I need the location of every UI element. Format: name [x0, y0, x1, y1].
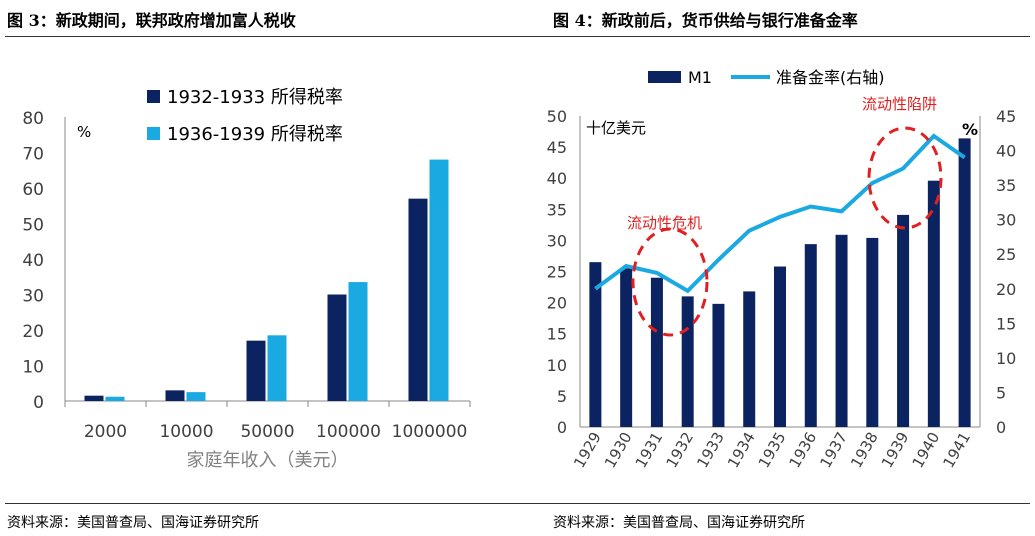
- right-y-tick-label: 30: [996, 211, 1016, 230]
- x-tick-label: 1931: [632, 429, 667, 471]
- m1-bar-1938: [866, 237, 879, 427]
- right-y-tick-label: 5: [996, 383, 1006, 402]
- right-y-tick-label: 35: [996, 176, 1016, 195]
- legend-swatch-1: [147, 127, 160, 140]
- right-figure-title: 图 4：新政前后，货币供给与银行准备金率: [553, 11, 858, 30]
- right-source-note: 资料来源：美国普查局、国海证券研究所: [553, 515, 805, 531]
- legend-label-1: 1936-1939 所得税率: [167, 124, 343, 145]
- x-tick-label: 10000: [159, 422, 213, 442]
- y-tick-label: 70: [22, 145, 44, 165]
- m1-bar-1935: [774, 266, 786, 427]
- y-tick-label: 80: [22, 109, 44, 129]
- left-y-tick-label: 25: [547, 263, 567, 282]
- m1-bar-1940: [927, 180, 940, 427]
- right-y-tick-label: 40: [996, 142, 1016, 161]
- x-tick-label: 1936: [786, 429, 821, 471]
- x-tick-label: 100000: [316, 422, 381, 442]
- left-y-tick-label: 35: [547, 200, 567, 219]
- y-tick-label: 30: [22, 287, 44, 307]
- money-supply-chart: 0 5 10 15 20 25 30 35 40 45 50 0 5 10 15 20 25 30 35 40 45 19…: [547, 68, 1017, 471]
- right-y-tick-label: 15: [996, 314, 1016, 333]
- x-tick-label: 1939: [878, 429, 913, 471]
- x-tick-label: 1940: [909, 429, 944, 471]
- legend-swatch-m1: [648, 71, 681, 83]
- left-y-tick-label: 50: [547, 107, 567, 126]
- m1-bar-1936: [804, 244, 817, 427]
- y-tick-label: 40: [22, 251, 44, 271]
- y-unit-label: %: [77, 123, 91, 141]
- y-tick-label: 10: [22, 358, 44, 378]
- y-tick-label: 0: [33, 393, 44, 413]
- bottom-rule: [5, 503, 1030, 504]
- left-y-tick-label: 15: [547, 325, 567, 344]
- right-y-tick-label: 45: [996, 107, 1016, 126]
- legend-swatch-0: [147, 90, 160, 103]
- x-tick-label: 1938: [847, 429, 882, 471]
- bar-1932-1933-1000000: [408, 198, 428, 401]
- x-tick-label: 1937: [816, 429, 851, 471]
- x-axis-title: 家庭年收入（美元）: [187, 450, 349, 471]
- legend-label-m1: M1: [688, 68, 712, 87]
- left-y-tick-label: 45: [547, 138, 567, 157]
- annotation-liquidity-crisis: 流动性危机: [627, 214, 702, 232]
- top-rule: [5, 36, 1030, 37]
- left-y-tick-label: 30: [547, 231, 567, 250]
- bar-1936-1939-10000: [186, 392, 206, 401]
- left-y-tick-label: 20: [547, 294, 567, 313]
- left-y-tick-label: 40: [547, 169, 567, 188]
- m1-bar-1932: [681, 296, 694, 427]
- m1-bar-1930: [620, 268, 633, 427]
- m1-bar-1931: [650, 277, 663, 427]
- x-tick-label: 2000: [84, 422, 127, 442]
- bar-1936-1939-1000000: [429, 159, 449, 401]
- legend-label-reserve-ratio: 准备金率(右轴): [776, 68, 885, 87]
- x-tick-label: 1934: [724, 429, 759, 471]
- right-y-tick-label: 25: [996, 245, 1016, 264]
- x-tick-label: 50000: [240, 422, 294, 442]
- legend-label-0: 1932-1933 所得税率: [167, 87, 343, 108]
- m1-bar-1929: [589, 262, 602, 427]
- y-tick-label: 60: [22, 180, 44, 200]
- right-y-tick-label: 0: [996, 418, 1006, 437]
- bar-1932-1933-50000: [246, 340, 266, 401]
- bar-1936-1939-100000: [348, 282, 368, 401]
- x-tick-label: 1932: [662, 429, 697, 471]
- x-tick-label: 1929: [570, 429, 605, 471]
- right-y-tick-label: 10: [996, 349, 1016, 368]
- right-y-tick-label: 20: [996, 280, 1016, 299]
- x-tick-label: 1000000: [392, 422, 468, 442]
- left-source-note: 资料来源：美国普查局、国海证券研究所: [7, 515, 259, 531]
- left-y-tick-label: 10: [547, 356, 567, 375]
- reserve-ratio-line: [594, 133, 966, 294]
- bar-1932-1933-2000: [84, 395, 104, 401]
- bar-1936-1939-50000: [267, 335, 287, 401]
- left-unit-label: 十亿美元: [586, 119, 646, 137]
- left-y-tick-label: 5: [557, 387, 567, 406]
- m1-bar-1937: [835, 234, 848, 427]
- m1-bar-1939: [897, 214, 910, 427]
- left-y-tick-label: 0: [557, 418, 567, 437]
- x-tick-label: 1935: [755, 429, 790, 471]
- m1-bar-1933: [712, 303, 725, 427]
- m1-bar-1941: [958, 138, 971, 427]
- y-tick-label: 50: [22, 216, 44, 236]
- m1-bar-1934: [743, 291, 756, 427]
- y-tick-label: 20: [22, 322, 44, 342]
- x-tick-label: 1941: [939, 429, 974, 471]
- liquidity-trap-circle: [867, 126, 943, 230]
- bar-1936-1939-2000: [105, 396, 125, 401]
- left-figure-title: 图 3：新政期间，联邦政府增加富人税收: [7, 11, 296, 30]
- x-tick-label: 1933: [693, 429, 728, 471]
- x-tick-label: 1930: [601, 429, 636, 471]
- right-unit-label: %: [962, 120, 978, 139]
- bar-1932-1933-100000: [327, 294, 347, 401]
- liquidity-crisis-circle: [631, 227, 709, 337]
- tax-rate-chart: 0 10 20 30 40 50 60 70 80 2000 10000 50000 100000 100…: [22, 87, 471, 471]
- annotation-liquidity-trap: 流动性陷阱: [862, 95, 937, 113]
- bar-1932-1933-10000: [165, 390, 185, 401]
